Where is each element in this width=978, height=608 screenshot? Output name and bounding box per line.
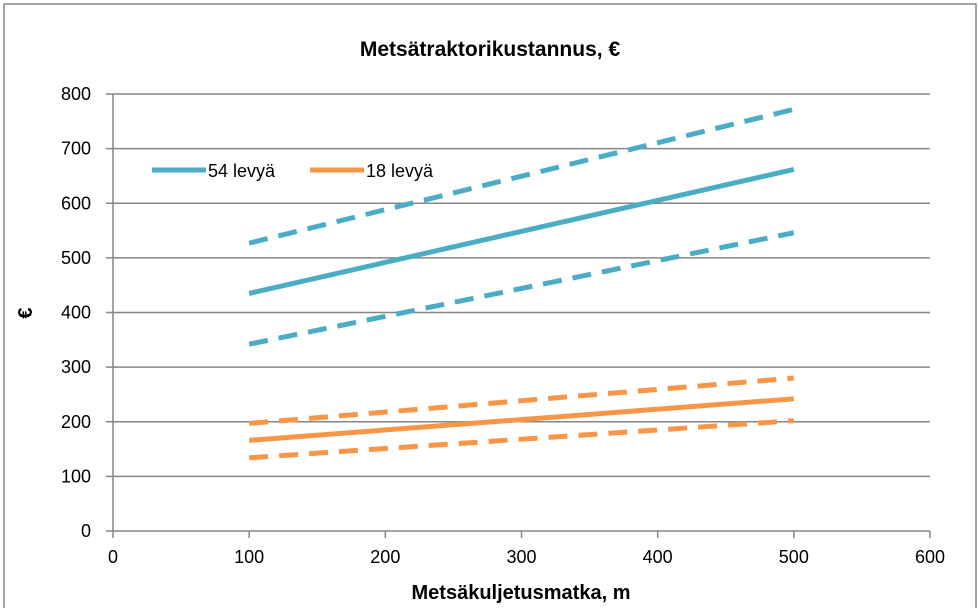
y-tick-label-2: 200 <box>61 412 91 432</box>
y-axis-label: € <box>15 307 37 318</box>
series-line-2 <box>248 230 795 347</box>
y-tick-label-0: 0 <box>81 521 91 541</box>
y-tick-label-5: 500 <box>61 248 91 268</box>
y-tick-label-1: 100 <box>61 466 91 486</box>
x-tick-label-4: 400 <box>643 547 673 567</box>
y-tick-label-6: 600 <box>61 193 91 213</box>
legend: 54 levyä 18 levyä <box>152 161 434 181</box>
y-tick-label-3: 300 <box>61 357 91 377</box>
legend-label-1: 18 levyä <box>366 161 434 181</box>
series-line-1 <box>248 106 795 246</box>
axis-layer: 0 100 200 300 400 500 600 700 800 0 100 200 300 400 50… <box>61 84 945 567</box>
x-axis-label: Metsäkuljetusmatka, m <box>412 582 631 604</box>
y-tick-label-7: 700 <box>61 139 91 159</box>
chart-title: Metsätraktorikustannus, € <box>360 38 621 61</box>
y-tick-label-4: 400 <box>61 303 91 323</box>
x-tick-label-6: 600 <box>915 547 945 567</box>
series-line-4 <box>248 375 795 426</box>
series-line-5 <box>248 418 795 461</box>
x-tick-label-0: 0 <box>108 547 118 567</box>
y-tick-label-8: 800 <box>61 84 91 104</box>
x-tick-label-2: 200 <box>370 547 400 567</box>
x-tick-label-1: 100 <box>234 547 264 567</box>
x-tick-label-3: 300 <box>506 547 536 567</box>
series-line-0 <box>248 166 795 296</box>
x-tick-label-5: 500 <box>779 547 809 567</box>
chart-border <box>3 3 977 608</box>
legend-label-0: 54 levyä <box>208 161 276 181</box>
series-layer <box>248 106 795 461</box>
series-line-3 <box>248 396 795 443</box>
